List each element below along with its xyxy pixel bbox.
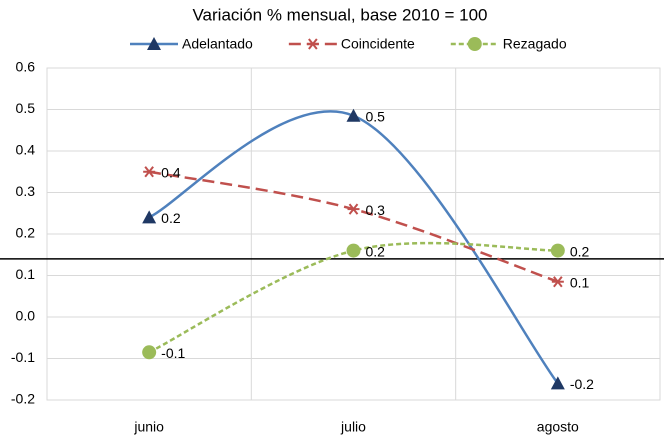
data-label: 0.2 xyxy=(366,243,386,259)
y-tick-label: 0.3 xyxy=(16,183,36,199)
marker xyxy=(142,345,157,360)
x-tick-label: julio xyxy=(340,419,366,435)
y-tick-label: 0.1 xyxy=(16,266,36,282)
data-label: 0.3 xyxy=(366,202,386,218)
y-tick-label: 0.0 xyxy=(16,308,36,324)
y-tick-label: 0.6 xyxy=(16,59,36,75)
marker xyxy=(142,210,157,224)
data-label: 0.5 xyxy=(366,108,386,124)
legend-label: Rezagado xyxy=(503,36,567,52)
data-label: 0.4 xyxy=(161,164,181,180)
legend-label: Coincidente xyxy=(341,36,415,52)
x-tick-label: junio xyxy=(133,419,164,435)
marker xyxy=(347,203,360,215)
y-tick-label: 0.5 xyxy=(16,100,36,116)
data-label: 0.2 xyxy=(161,210,181,226)
marker-stroke xyxy=(308,38,318,50)
marker xyxy=(306,38,319,50)
x-tick-label: agosto xyxy=(537,419,579,435)
y-tick-label: 0.4 xyxy=(16,142,36,158)
marker xyxy=(550,376,565,390)
marker xyxy=(467,37,482,51)
marker xyxy=(346,243,361,258)
plot-border xyxy=(46,67,661,401)
y-tick-label: -0.1 xyxy=(11,349,35,365)
data-label: 0.1 xyxy=(570,274,590,290)
y-tick-label: -0.2 xyxy=(11,391,35,407)
data-label: -0.1 xyxy=(161,345,185,361)
marker xyxy=(143,166,156,178)
series-line xyxy=(148,170,559,283)
legend-label: Adelantado xyxy=(182,36,253,52)
marker-stroke xyxy=(144,166,154,178)
marker xyxy=(550,243,565,258)
marker xyxy=(346,108,361,122)
marker-stroke xyxy=(348,203,359,215)
chart-title: Variación % mensual, base 2010 = 100 xyxy=(192,5,487,24)
marker xyxy=(551,276,564,288)
y-tick-label: 0.2 xyxy=(16,225,36,241)
data-label: -0.2 xyxy=(570,376,594,392)
marker xyxy=(147,37,161,50)
marker-stroke xyxy=(553,276,563,288)
data-label: 0.2 xyxy=(570,243,590,259)
